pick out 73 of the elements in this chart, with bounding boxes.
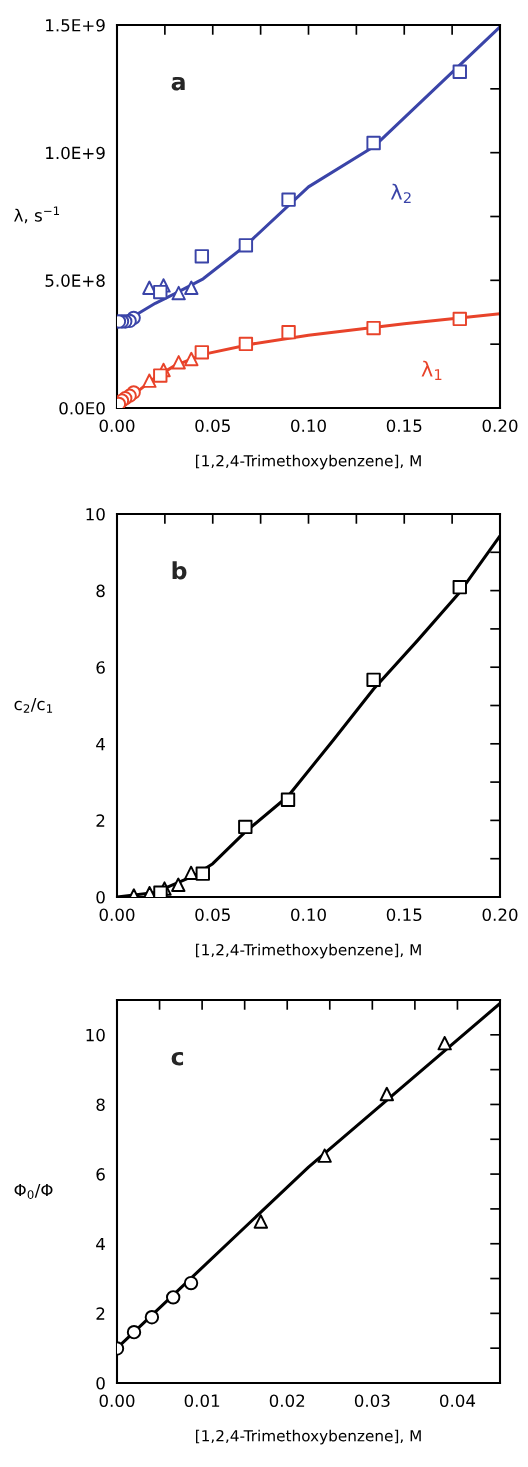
x-tick-label: 0.00	[99, 908, 135, 922]
point	[238, 238, 254, 253]
y-tick-label: 10	[86, 507, 105, 521]
annotation: a	[171, 76, 185, 91]
y-axis-title: Φ$_{0}$/Φ	[14, 1183, 53, 1199]
x-tick-label: 0.15	[386, 419, 422, 433]
y-tick-label: 8	[96, 1098, 105, 1112]
point	[171, 285, 186, 301]
point	[153, 284, 168, 300]
x-tick-label: 0.05	[195, 908, 230, 922]
x-tick-label: 0.15	[386, 908, 422, 922]
y-tick-label: 0.0E0	[59, 401, 105, 415]
point	[280, 792, 296, 807]
x-axis-title: [1,2,4-Trimethoxybenzene], M	[196, 454, 421, 470]
point	[317, 1148, 332, 1163]
point	[153, 368, 168, 383]
x-tick-label: 0.05	[195, 419, 230, 433]
point	[195, 866, 210, 881]
y-axis-title: λ, s$^{−1}$	[14, 206, 60, 224]
x-tick-label: 0.10	[291, 419, 326, 433]
point	[153, 885, 168, 897]
point	[184, 351, 199, 367]
series-label: λ$_{1}$	[421, 360, 442, 380]
point	[366, 135, 381, 151]
y-tick-label: 0	[96, 890, 105, 904]
point	[281, 324, 296, 340]
y-tick-label: 2	[96, 814, 105, 827]
y-tick-label: 10	[86, 1028, 105, 1042]
point	[437, 1035, 452, 1051]
point	[452, 64, 467, 79]
y-tick-label: 1.0E+9	[46, 146, 105, 160]
point	[238, 336, 254, 352]
x-tick-label: 0.03	[354, 1394, 390, 1408]
point	[366, 320, 381, 336]
y-tick-label: 2	[96, 1307, 105, 1320]
series-label: λ$_{2}$	[390, 183, 411, 203]
point	[366, 672, 381, 688]
annotation: b	[172, 561, 187, 580]
x-tick-label: 0.20	[482, 419, 518, 433]
x-axis-title: [1,2,4-Trimethoxybenzene], M	[196, 1429, 421, 1445]
point	[171, 877, 186, 892]
point	[165, 1290, 181, 1305]
point	[452, 579, 467, 595]
y-tick-label: 6	[96, 661, 105, 674]
x-tick-label: 0.10	[291, 908, 326, 922]
point	[452, 311, 467, 327]
point	[238, 819, 253, 835]
x-tick-label: 0.00	[99, 1394, 135, 1408]
x-axis-title: [1,2,4-Trimethoxybenzene], M	[196, 943, 421, 959]
point	[194, 249, 210, 264]
point	[171, 355, 186, 370]
y-tick-label: 1.5E+9	[46, 18, 105, 32]
y-axis-title: c$_{2}$/c$_{1}$	[14, 697, 53, 713]
point	[379, 1086, 394, 1102]
point	[281, 192, 296, 207]
point	[183, 1275, 199, 1291]
point	[126, 1324, 142, 1340]
x-tick-label: 0.00	[99, 419, 135, 433]
y-tick-label: 4	[96, 737, 105, 751]
x-tick-label: 0.01	[184, 1394, 220, 1408]
x-tick-label: 0.02	[269, 1394, 305, 1408]
point	[253, 1214, 269, 1229]
point	[194, 345, 210, 360]
x-tick-label: 0.20	[482, 908, 518, 922]
y-tick-label: 5.0E+8	[45, 274, 105, 287]
y-tick-label: 4	[96, 1237, 105, 1251]
y-tick-label: 6	[96, 1168, 105, 1181]
point	[144, 1310, 160, 1325]
y-tick-label: 0	[96, 1376, 105, 1390]
y-tick-label: 8	[96, 584, 105, 598]
x-tick-label: 0.04	[439, 1394, 476, 1408]
point	[142, 373, 157, 388]
annotation: c	[171, 1051, 184, 1066]
